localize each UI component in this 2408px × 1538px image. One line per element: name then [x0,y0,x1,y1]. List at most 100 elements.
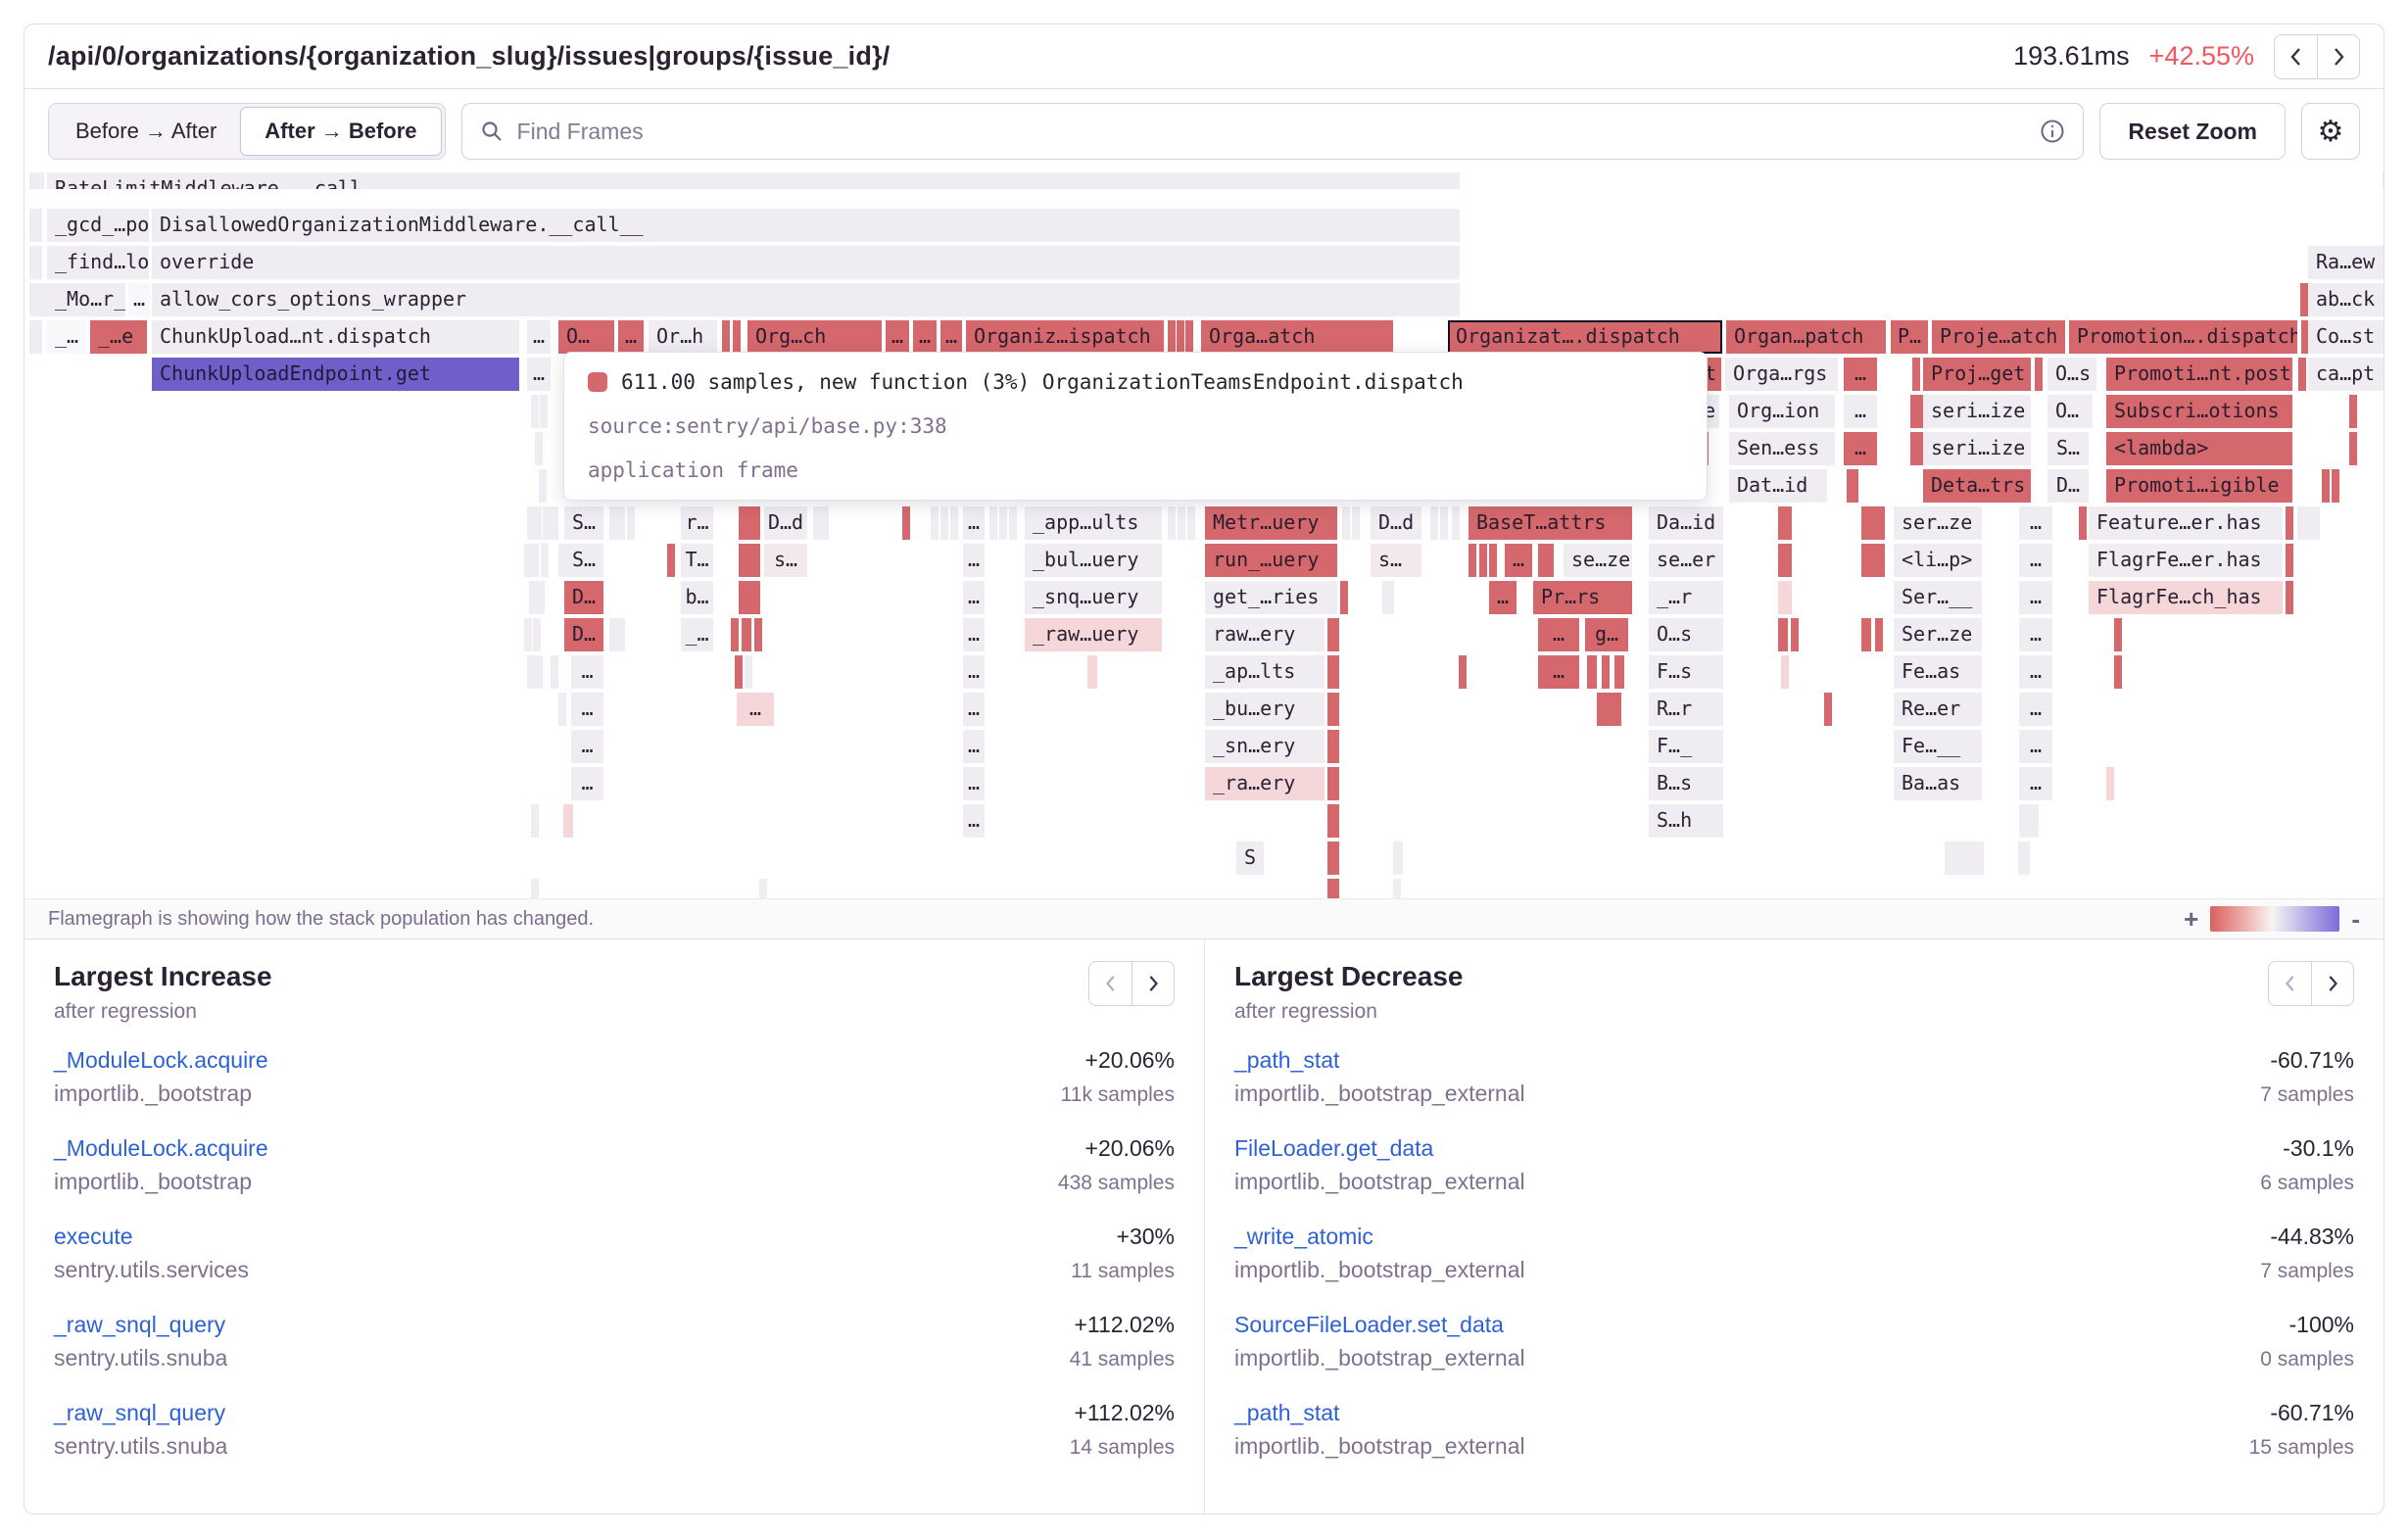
flame-frame[interactable] [2304,506,2312,540]
flame-frame[interactable] [1538,544,1554,577]
after-before-button[interactable]: After → Before [240,107,442,156]
flame-frame[interactable] [540,395,548,428]
function-link[interactable]: _write_atomic [1234,1224,1373,1249]
flame-frame[interactable] [2286,581,2293,614]
flame-frame[interactable]: Subscri…otions [2106,395,2292,428]
flame-frame[interactable] [533,618,541,651]
flame-frame[interactable]: r… [681,506,713,540]
flame-frame[interactable]: _…e [90,320,147,354]
flame-frame[interactable]: … [1538,655,1579,689]
flame-frame[interactable]: D…d [764,506,807,540]
flame-frame[interactable]: … [2019,655,2052,689]
flame-frame[interactable] [2301,320,2309,354]
flame-frame[interactable]: … [571,655,603,689]
flame-frame[interactable] [1327,804,1339,838]
flame-frame[interactable] [1824,693,1832,726]
flame-frame[interactable] [950,506,958,540]
flame-frame[interactable] [2383,172,2384,189]
flame-frame[interactable]: seri…ize [1923,432,2031,465]
flame-frame[interactable] [34,320,42,354]
flame-frame[interactable]: _bul…uery [1025,544,1162,577]
flame-frame[interactable]: Re…er [1894,693,1982,726]
flame-frame[interactable]: _…r [1649,581,1723,614]
flame-frame[interactable] [1327,693,1339,726]
flame-frame[interactable] [735,655,743,689]
flame-frame[interactable] [2018,841,2030,875]
flame-frame[interactable]: Pr…rs [1533,581,1632,614]
flame-frame[interactable] [1342,506,1350,540]
flame-frame[interactable] [527,655,535,689]
decrease-next-button[interactable] [2311,961,2354,1006]
search-input[interactable] [514,117,2029,146]
flame-frame[interactable]: run_…uery [1205,544,1337,577]
flame-frame[interactable] [617,506,625,540]
function-link[interactable]: execute [54,1224,133,1249]
flame-frame[interactable] [1861,506,1885,540]
flame-frame[interactable]: g… [1585,618,1628,651]
flame-frame[interactable] [1187,506,1195,540]
flame-frame[interactable]: … [571,767,603,800]
flame-frame[interactable]: … [913,320,937,354]
flame-frame[interactable] [731,618,739,651]
flame-frame[interactable]: … [737,693,774,726]
flame-frame[interactable]: O… [558,320,614,354]
flame-frame[interactable] [1327,655,1339,689]
flame-frame[interactable]: … [2019,730,2052,763]
flame-frame[interactable]: se…er [1649,544,1723,577]
before-after-button[interactable]: Before → After [52,107,240,156]
flame-frame[interactable]: … [963,506,985,540]
flame-frame[interactable] [36,172,44,189]
flame-frame[interactable] [1327,879,1339,898]
flame-frame[interactable] [34,283,42,316]
flame-frame[interactable] [1185,320,1193,354]
flame-frame[interactable] [1440,506,1448,540]
flame-frame[interactable] [563,804,573,838]
flame-frame[interactable]: Da…id [1649,506,1723,540]
flame-frame[interactable] [1009,506,1017,540]
flame-frame[interactable] [524,618,532,651]
flame-frame[interactable] [2322,469,2330,503]
flame-frame[interactable]: … [2019,544,2052,577]
flame-frame[interactable] [543,506,551,540]
flame-frame[interactable]: D… [564,618,603,651]
flame-frame[interactable] [627,506,635,540]
flame-frame[interactable] [989,506,997,540]
flame-frame[interactable]: D…d [1371,506,1421,540]
flame-frame[interactable] [739,581,760,614]
flame-frame[interactable] [29,172,37,189]
flame-frame[interactable]: … [1505,544,1532,577]
flame-frame[interactable] [609,506,617,540]
decrease-prev-button[interactable] [2268,961,2311,1006]
flame-frame[interactable]: Promotion….dispatch [2069,320,2297,354]
flame-frame[interactable] [1178,506,1185,540]
flame-frame[interactable] [745,655,752,689]
flame-frame[interactable] [1602,655,1610,689]
flame-frame[interactable] [1352,506,1360,540]
flame-frame[interactable]: … [963,730,985,763]
flame-frame[interactable] [34,246,42,279]
flame-frame[interactable]: seri…ize [1923,395,2031,428]
flame-frame[interactable] [34,209,42,242]
flame-frame[interactable] [1087,655,1097,689]
flame-frame[interactable]: b… [681,581,713,614]
flame-frame[interactable]: Organ…patch [1726,320,1886,354]
flame-frame[interactable]: P… [1891,320,1928,354]
flame-frame[interactable] [617,618,625,651]
flame-frame[interactable]: … [1538,618,1579,651]
flame-frame[interactable] [739,544,760,577]
flame-frame[interactable]: _gcd_…port [47,209,149,242]
flame-frame[interactable] [531,395,539,428]
flame-frame[interactable]: Proje…atch [1932,320,2065,354]
flame-frame[interactable] [29,283,37,316]
flame-frame[interactable] [813,506,821,540]
function-link[interactable]: _path_stat [1234,1400,1340,1425]
flame-frame[interactable] [531,804,539,838]
flame-frame[interactable]: … [2019,506,2052,540]
flame-frame[interactable]: Feature…er.has [2089,506,2283,540]
flame-frame[interactable]: Ba…as [1894,767,1982,800]
flame-frame[interactable] [2312,506,2320,540]
flame-frame[interactable] [1861,544,1885,577]
flame-frame[interactable] [1587,655,1597,689]
flame-frame[interactable] [940,506,948,540]
flame-frame[interactable] [1168,506,1176,540]
